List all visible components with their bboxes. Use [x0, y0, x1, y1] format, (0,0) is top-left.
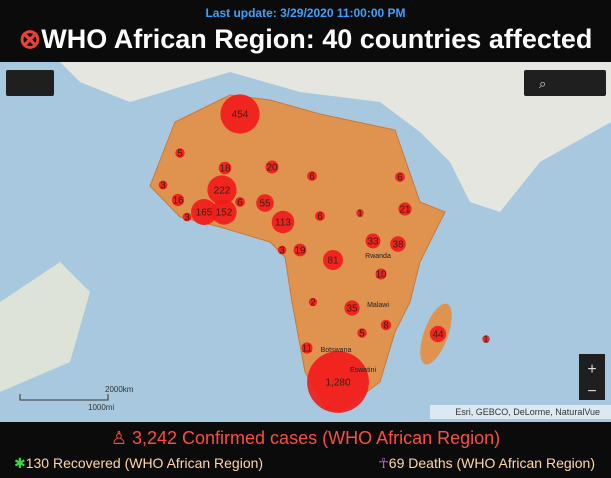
case-bubble — [207, 175, 237, 205]
case-bubble — [308, 297, 318, 307]
confirmed-text: 3,242 Confirmed cases (WHO African Regio… — [131, 428, 501, 448]
case-label: 16 — [172, 196, 184, 207]
case-label: 10 — [375, 270, 387, 281]
deaths: ☥69 Deaths (WHO African Region) — [378, 455, 595, 471]
case-label: 44 — [432, 330, 444, 341]
title-row: ⊗WHO African Region: 40 countries affect… — [18, 24, 593, 54]
place-label: Eswatini — [350, 367, 377, 374]
case-bubble — [307, 351, 369, 413]
case-label: 33 — [367, 237, 379, 248]
case-label: 35 — [346, 304, 358, 315]
case-bubble — [429, 325, 447, 343]
attribution-bg — [430, 405, 611, 419]
search-icon[interactable]: ⌕ — [539, 76, 546, 91]
case-label: 113 — [275, 218, 291, 229]
case-label: 454 — [232, 110, 249, 121]
case-label: 55 — [259, 199, 271, 210]
land — [60, 62, 611, 212]
case-bubble — [218, 161, 232, 175]
case-bubble — [277, 245, 287, 255]
place-label: Malawi — [367, 302, 389, 309]
case-bubble — [301, 342, 313, 354]
title: WHO African Region: 40 countries affecte… — [41, 24, 593, 54]
case-label: 152 — [216, 208, 233, 219]
case-label: 6 — [237, 198, 243, 209]
case-label: 18 — [219, 164, 231, 175]
case-label: 19 — [294, 246, 306, 257]
case-bubble — [365, 233, 381, 249]
case-label: 11 — [302, 344, 313, 355]
attribution: Esri, GEBCO, DeLorme, NaturalVue — [455, 407, 600, 417]
recovered: ✱130 Recovered (WHO African Region) — [14, 455, 264, 471]
case-label: 21 — [399, 205, 411, 216]
case-bubble — [375, 268, 387, 280]
last-update: Last update: 3/29/2020 11:00:00 PM — [205, 6, 406, 20]
case-label: 1 — [357, 209, 363, 220]
case-bubble — [322, 249, 344, 271]
case-label: 5 — [177, 149, 183, 160]
case-label: 3 — [279, 246, 285, 257]
land — [0, 262, 90, 392]
case-bubble — [315, 211, 325, 221]
case-bubble — [380, 319, 392, 331]
case-label: 81 — [327, 256, 339, 267]
case-label: 3 — [184, 213, 190, 224]
scale-km: 2000km — [105, 385, 134, 394]
scale-mi: 1000mi — [88, 403, 114, 412]
case-bubble — [344, 300, 360, 316]
confirmed: ♙ 3,242 Confirmed cases (WHO African Reg… — [110, 428, 501, 448]
case-bubble — [171, 193, 185, 207]
case-bubble — [235, 197, 245, 207]
scale-bar — [19, 394, 109, 401]
case-label: 1,280 — [325, 378, 350, 389]
case-label: 1 — [483, 335, 489, 346]
case-label: 222 — [214, 186, 231, 197]
case-bubble — [307, 171, 317, 181]
case-bubble — [271, 210, 295, 234]
case-label: 8 — [383, 321, 389, 332]
case-bubble — [357, 328, 367, 338]
case-bubble — [265, 160, 279, 174]
place-label: Botswana — [321, 347, 352, 354]
basemap-button[interactable] — [6, 70, 54, 96]
case-label: 6 — [317, 212, 323, 223]
toolbar[interactable] — [524, 70, 606, 96]
case-label: 2 — [310, 298, 316, 309]
zoom-in[interactable]: + — [587, 361, 596, 378]
case-label: 6 — [397, 173, 403, 184]
case-bubble — [182, 212, 192, 222]
case-bubble — [211, 199, 237, 225]
case-label: 5 — [359, 329, 365, 340]
case-bubble — [175, 148, 185, 158]
case-bubble — [482, 335, 490, 343]
case-bubble — [158, 180, 168, 190]
case-label: 6 — [309, 172, 315, 183]
case-bubble — [390, 236, 406, 252]
case-bubble — [395, 172, 405, 182]
zoom-out[interactable]: − — [587, 383, 596, 400]
case-label: 20 — [266, 163, 278, 174]
case-label: 38 — [392, 240, 404, 251]
recovered-text: 130 Recovered (WHO African Region) — [25, 455, 264, 471]
case-bubble — [356, 209, 364, 217]
zoom-control[interactable] — [579, 354, 605, 400]
deaths-text: 69 Deaths (WHO African Region) — [388, 455, 595, 471]
place-label: Rwanda — [365, 253, 391, 260]
case-bubble — [293, 243, 307, 257]
case-bubble — [220, 94, 260, 134]
map[interactable]: ⌕ + − 2000km 1000mi Esri, GEBCO, DeLorme… — [0, 62, 611, 422]
case-label: 3 — [160, 181, 166, 192]
case-bubble — [256, 194, 274, 212]
case-label: 165 — [196, 208, 213, 219]
case-bubble — [398, 202, 412, 216]
case-bubble — [190, 198, 218, 226]
